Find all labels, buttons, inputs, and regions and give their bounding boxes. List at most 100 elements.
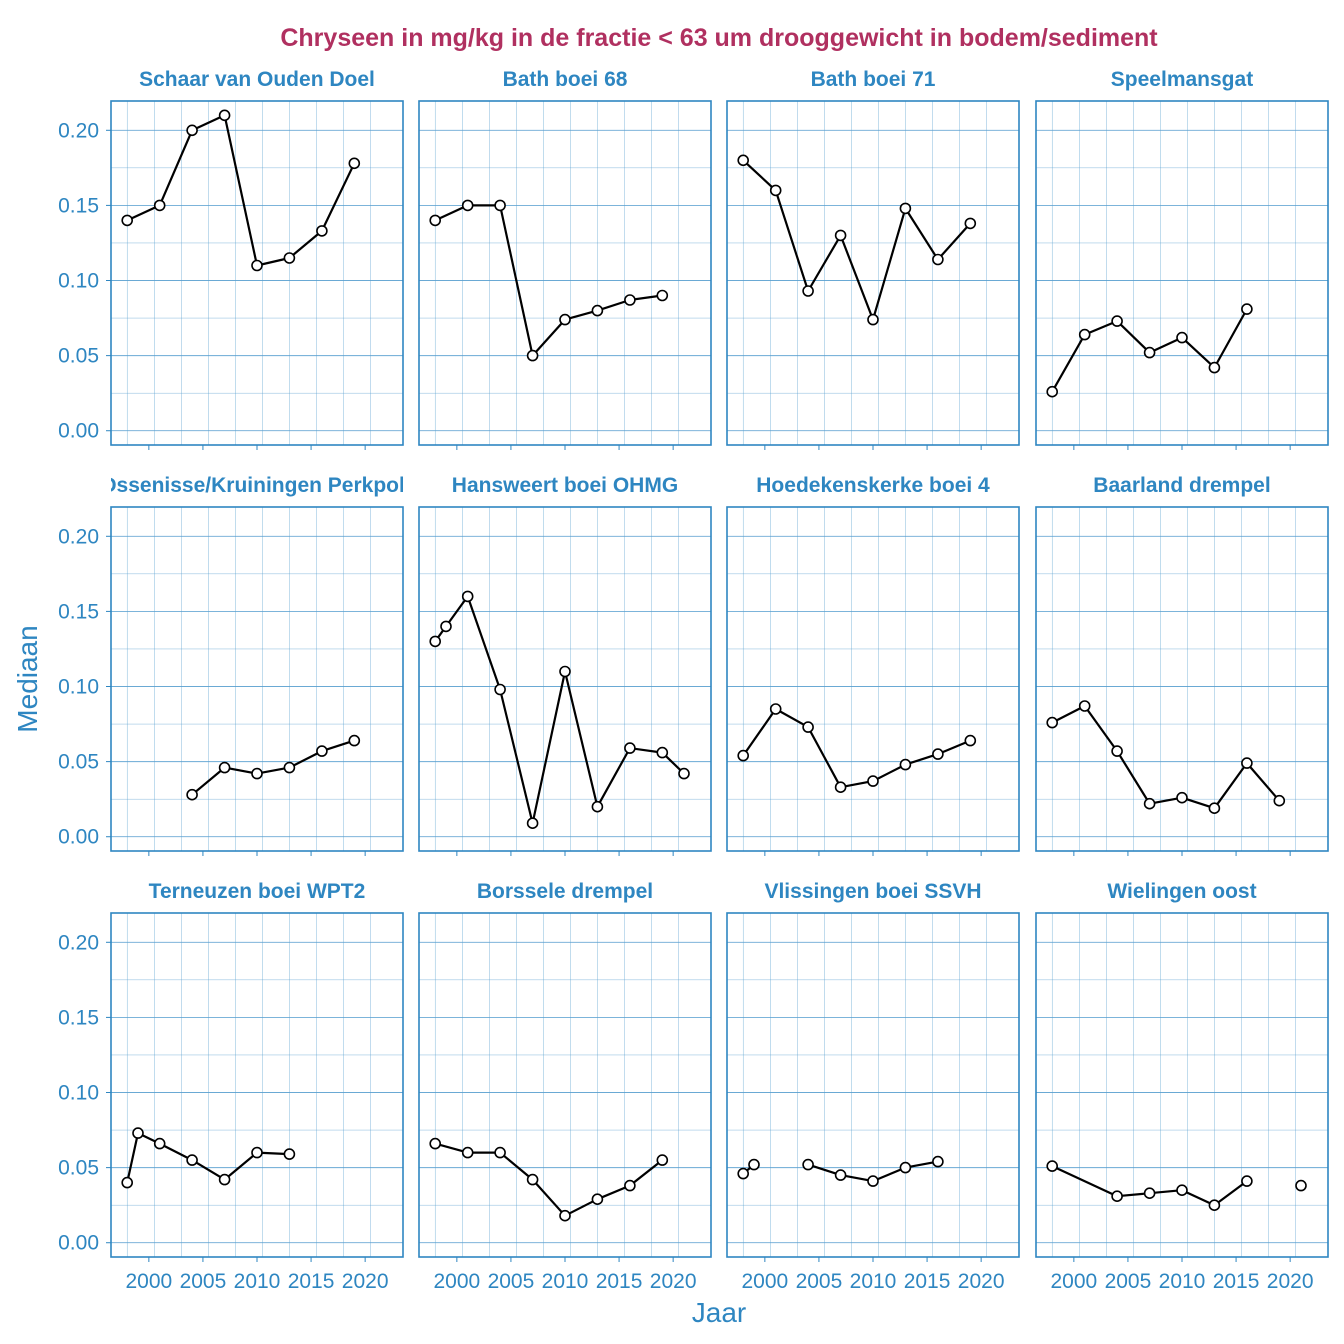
data-point <box>284 1149 294 1159</box>
facet-panel: Hoedekenskerke boei 4 <box>727 474 1019 856</box>
series <box>430 591 689 828</box>
data-point <box>528 1175 538 1185</box>
data-point <box>560 667 570 677</box>
data-point <box>868 1176 878 1186</box>
data-point <box>868 315 878 325</box>
data-point <box>965 218 975 228</box>
x-tick-label: 2020 <box>342 1270 389 1293</box>
data-point <box>1047 718 1057 728</box>
y-tick-label: 0.10 <box>58 676 99 699</box>
data-point <box>122 215 132 225</box>
data-point <box>738 1169 748 1179</box>
x-tick-label: 2015 <box>288 1270 335 1293</box>
data-point <box>1209 1200 1219 1210</box>
data-point <box>463 591 473 601</box>
data-point <box>625 743 635 753</box>
x-tick-label: 2005 <box>1105 1270 1152 1293</box>
data-point <box>430 1139 440 1149</box>
data-point <box>1145 799 1155 809</box>
series <box>122 110 359 270</box>
gridlines <box>727 93 1019 445</box>
y-tick-label: 0.15 <box>58 194 99 217</box>
data-point <box>1177 333 1187 343</box>
data-point <box>430 636 440 646</box>
x-tick-label: 2015 <box>596 1270 643 1293</box>
series <box>1047 701 1284 813</box>
data-point <box>592 1194 602 1204</box>
x-tick-label: 2000 <box>433 1270 480 1293</box>
data-point <box>252 261 262 271</box>
facet-strip-title: Borssele drempel <box>477 880 653 903</box>
data-point <box>1080 330 1090 340</box>
y-tick-label: 0.00 <box>58 420 99 443</box>
facet-strip-title: Terneuzen boei WPT2 <box>149 880 366 903</box>
facet-strip-title: Bath boei 71 <box>811 68 936 91</box>
facet-panel: Vlissingen boei SSVH2000 2005 2010 2015 2020 <box>727 880 1019 1293</box>
y-tick-label: 0.00 <box>58 826 99 849</box>
x-tick-label: 2020 <box>1267 1270 1314 1293</box>
data-point <box>122 1178 132 1188</box>
y-tick-label: 0.10 <box>58 1082 99 1105</box>
data-point <box>495 685 505 695</box>
data-point <box>1112 1191 1122 1201</box>
y-tick-label: 0.05 <box>58 751 99 774</box>
data-point <box>900 203 910 213</box>
data-point <box>933 255 943 265</box>
facet-panel: Bath boei 71 <box>727 68 1019 450</box>
data-point <box>1209 803 1219 813</box>
data-point <box>1047 1161 1057 1171</box>
data-point <box>836 230 846 240</box>
data-point <box>495 1148 505 1158</box>
facet-panels: Schaar van Ouden Doel 0.00 0.05 0.10 0.15 0.2… <box>0 68 1328 1293</box>
data-point <box>155 200 165 210</box>
x-tick-label: 2010 <box>1159 1270 1206 1293</box>
x-tick-label: 2010 <box>542 1270 589 1293</box>
data-point <box>220 763 230 773</box>
data-point <box>1209 363 1219 373</box>
series <box>738 1157 943 1187</box>
data-point <box>657 291 667 301</box>
data-point <box>803 722 813 732</box>
x-tick-label: 2015 <box>1213 1270 1260 1293</box>
facet-panel: Speelmansgat <box>1036 68 1328 450</box>
data-point <box>1080 701 1090 711</box>
data-point <box>868 776 878 786</box>
gridlines <box>111 499 403 851</box>
x-tick-label: 2015 <box>904 1270 951 1293</box>
series <box>187 736 359 800</box>
x-tick-label: 2000 <box>1050 1270 1097 1293</box>
y-tick-label: 0.20 <box>58 525 99 548</box>
facet-strip-title: Schaar van Ouden Doel <box>139 68 375 91</box>
series-line <box>192 741 354 795</box>
x-tick-label: 2020 <box>958 1270 1005 1293</box>
data-point <box>803 286 813 296</box>
series <box>430 1139 667 1221</box>
series-line <box>435 596 684 823</box>
data-point <box>528 818 538 828</box>
x-tick-label: 2020 <box>650 1270 697 1293</box>
facet-strip-title: Wielingen oost <box>1107 880 1256 903</box>
data-point <box>430 215 440 225</box>
data-point <box>317 226 327 236</box>
y-tick-label: 0.20 <box>58 119 99 142</box>
data-point <box>463 1148 473 1158</box>
data-point <box>1274 796 1284 806</box>
data-point <box>771 185 781 195</box>
y-tick-label: 0.15 <box>58 600 99 623</box>
series-line <box>743 160 970 319</box>
data-point <box>900 760 910 770</box>
facet-strip-title: Hoedekenskerke boei 4 <box>756 474 990 497</box>
data-point <box>1112 746 1122 756</box>
y-axis-label: Mediaan <box>12 625 43 732</box>
gridlines <box>111 905 403 1257</box>
facet-strip-title: Vlissingen boei SSVH <box>764 880 981 903</box>
facet-strip-title: Baarland drempel <box>1093 474 1270 497</box>
data-point <box>1242 1176 1252 1186</box>
gridlines <box>1036 905 1328 1257</box>
data-point <box>1242 758 1252 768</box>
facet-panel: Baarland drempel <box>1036 474 1328 856</box>
facet-panel: Hansweert boei OHMG <box>419 474 711 856</box>
data-point <box>317 746 327 756</box>
data-point <box>1296 1181 1306 1191</box>
data-point <box>657 1155 667 1165</box>
